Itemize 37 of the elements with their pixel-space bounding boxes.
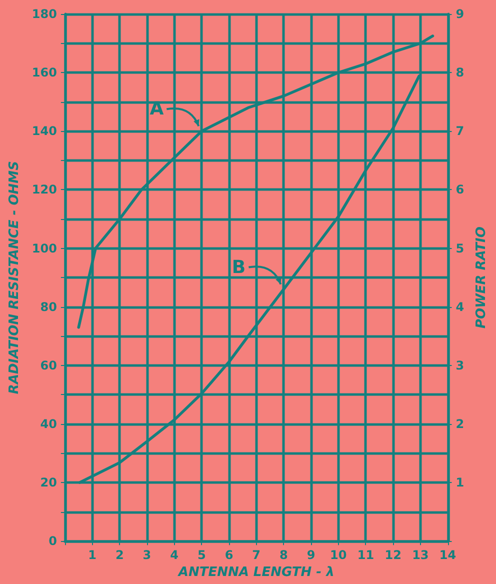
x-tick-label: 1 — [88, 548, 96, 562]
y2-tick-label: 5 — [456, 241, 464, 256]
x-tick-label: 3 — [142, 548, 152, 562]
x-tick-label: 10 — [330, 548, 347, 562]
x-tick-label: 8 — [280, 548, 288, 562]
x-tick-label: 13 — [412, 548, 429, 562]
y-tick-label: 80 — [40, 300, 57, 314]
y2-tick-label: 6 — [456, 182, 464, 197]
y-tick-label: 0 — [48, 534, 57, 548]
x-tick-label: 5 — [197, 548, 206, 562]
y2-tick-label: 7 — [456, 124, 464, 138]
x-tick-label: 4 — [170, 548, 178, 562]
x-tick-label: 12 — [384, 548, 402, 562]
y-tick-label: 160 — [32, 66, 57, 80]
y-tick-label: 180 — [32, 7, 57, 21]
y2-tick-label: 4 — [456, 300, 464, 314]
y-tick-label: 140 — [32, 124, 57, 138]
y2-tick-label: 8 — [456, 66, 464, 80]
legend-label: B — [232, 256, 246, 278]
x-tick-label: 11 — [357, 548, 374, 562]
x-tick-label: 2 — [115, 548, 124, 562]
x-axis-title: ANTENNA LENGTH - λ — [177, 565, 334, 580]
y-tick-label: 40 — [40, 416, 57, 431]
x-tick-label: 6 — [224, 548, 234, 562]
y2-tick-label: 2 — [456, 416, 464, 431]
y2-tick-label: 9 — [456, 7, 464, 21]
x-tick-label: 9 — [306, 548, 316, 562]
y-tick-label: 60 — [40, 358, 57, 372]
y2-axis-title: POWER RATIO — [474, 226, 489, 329]
y-tick-label: 100 — [32, 241, 57, 256]
x-tick-label: 14 — [439, 548, 456, 562]
y-tick-label: 20 — [40, 476, 57, 490]
y-axis-title: RADIATION RESISTANCE - OHMS — [7, 161, 22, 394]
y2-tick-label: 1 — [456, 476, 464, 490]
x-tick-label: 7 — [252, 548, 261, 562]
y-tick-label: 120 — [32, 182, 57, 197]
y2-tick-label: 3 — [456, 358, 464, 372]
